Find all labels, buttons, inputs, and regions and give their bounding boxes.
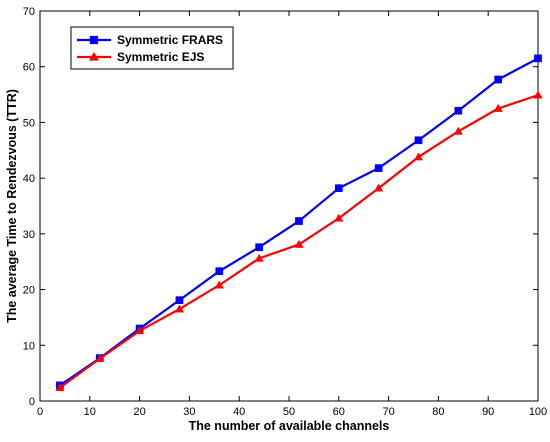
data-point-ejs — [135, 326, 145, 335]
x-tick-label: 50 — [283, 406, 295, 418]
data-point-ejs — [413, 152, 424, 161]
data-point-ejs — [294, 239, 304, 248]
y-axis-title: The average Time to Rendezvous (TTR) — [5, 89, 19, 323]
data-point-frars — [295, 217, 303, 225]
y-tick-label: 30 — [23, 229, 35, 241]
x-axis-ticks: 0 10 20 30 40 50 60 70 80 90 100 — [37, 11, 547, 418]
legend: Symmetric FRARS Symmetric EJS — [70, 26, 234, 70]
data-point-frars — [215, 267, 224, 276]
legend-label-ejs: Symmetric EJS — [117, 50, 204, 64]
data-point-ejs — [493, 103, 503, 112]
data-point-frars — [255, 243, 263, 252]
data-point-frars — [334, 184, 343, 193]
data-point-ejs — [95, 354, 105, 363]
x-axis-title: The number of available channels — [189, 419, 390, 433]
data-point-frars — [494, 75, 503, 84]
legend-entry-ejs: Symmetric EJS — [77, 50, 204, 64]
data-point-ejs — [254, 253, 264, 262]
x-tick-label: 40 — [233, 406, 245, 418]
x-tick-label: 70 — [382, 406, 394, 418]
x-tick-label: 10 — [84, 406, 96, 418]
x-tick-label: 80 — [432, 406, 444, 418]
y-tick-label: 70 — [23, 6, 35, 18]
series-ejs — [55, 90, 543, 391]
data-point-ejs — [533, 90, 543, 99]
data-point-frars — [374, 164, 383, 172]
data-point-frars — [414, 136, 423, 145]
x-tick-label: 100 — [529, 406, 547, 418]
legend-marker-ejs — [88, 51, 100, 61]
data-point-frars — [454, 106, 463, 115]
x-tick-label: 30 — [183, 406, 195, 418]
data-point-frars — [175, 296, 184, 305]
series-layer — [55, 54, 543, 391]
data-point-ejs — [214, 280, 224, 289]
legend-box — [70, 26, 234, 70]
data-point-ejs — [55, 382, 65, 391]
y-tick-label: 10 — [23, 340, 35, 352]
y-tick-label: 60 — [23, 62, 35, 74]
data-point-ejs — [334, 213, 344, 222]
data-point-ejs — [174, 304, 185, 313]
x-tick-label: 0 — [37, 406, 43, 418]
x-tick-label: 60 — [333, 406, 345, 418]
x-tick-label: 20 — [133, 406, 145, 418]
legend-entry-frars: Symmetric FRARS — [77, 33, 223, 47]
data-point-ejs — [453, 126, 463, 135]
x-tick-label: 90 — [482, 406, 494, 418]
y-tick-label: 50 — [23, 117, 35, 129]
y-tick-label: 40 — [23, 173, 35, 185]
data-point-frars — [534, 54, 542, 63]
y-tick-label: 0 — [29, 396, 35, 408]
y-axis-ticks: 0 10 20 30 40 50 60 70 — [23, 6, 538, 408]
y-tick-label: 20 — [23, 285, 35, 297]
legend-marker-frars — [89, 35, 99, 45]
legend-label-frars: Symmetric FRARS — [117, 33, 223, 47]
data-point-ejs — [374, 183, 384, 192]
